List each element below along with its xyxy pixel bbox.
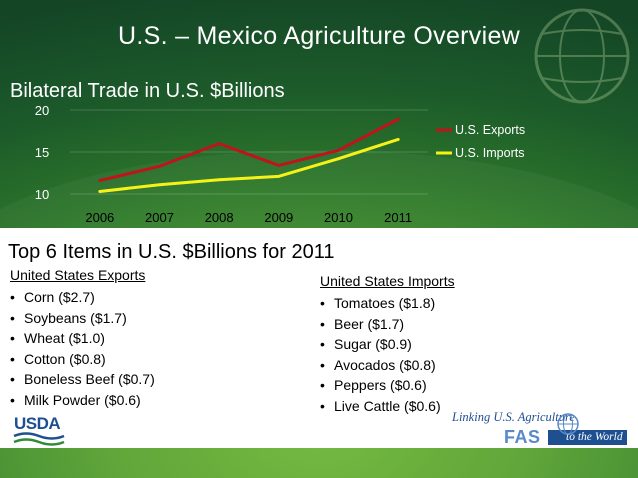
y-tick-label: 20 — [35, 103, 49, 118]
import-item: Avocados ($0.8) — [334, 356, 436, 373]
y-tick-label: 10 — [35, 187, 49, 202]
x-tick-label: 2011 — [384, 210, 412, 225]
x-tick-label: 2010 — [324, 210, 353, 225]
fas-abbr: FAS — [504, 427, 541, 447]
legend-label: U.S. Imports — [455, 146, 524, 160]
y-tick-label: 15 — [35, 145, 49, 160]
list-item: • Beer ($1.7) — [320, 314, 455, 335]
list-item: • Corn ($2.7) — [10, 287, 155, 308]
usda-logo: USDA — [13, 414, 65, 446]
globe-watermark-icon — [534, 8, 630, 104]
data-point — [217, 178, 221, 182]
bullet-icon: • — [10, 289, 15, 305]
fas-tagline: Linking U.S. Agriculture — [452, 410, 575, 424]
import-item: Sugar ($0.9) — [334, 336, 412, 352]
list-item: • Boneless Beef ($0.7) — [10, 369, 155, 390]
slide-title: U.S. – Mexico Agriculture Overview — [118, 22, 520, 50]
import-item: Peppers ($0.6) — [334, 377, 427, 393]
bullet-icon: • — [10, 330, 15, 346]
bullet-icon: • — [10, 350, 15, 367]
list-item: • Live Cattle ($0.6) — [320, 396, 455, 417]
legend-label: U.S. Exports — [455, 123, 525, 137]
bullet-icon: • — [320, 356, 325, 373]
data-point — [217, 142, 221, 146]
usda-logo-text: USDA — [14, 414, 60, 433]
export-item: Corn ($2.7) — [24, 289, 95, 305]
data-point — [98, 190, 102, 193]
bullet-icon: • — [320, 397, 325, 414]
exports-heading: United States Exports — [10, 267, 146, 283]
list-item: • Tomatoes ($1.8) — [320, 293, 455, 314]
x-tick-label: 2006 — [85, 210, 114, 225]
export-item: Boneless Beef ($0.7) — [24, 371, 155, 387]
panel-background — [0, 228, 638, 448]
data-point — [98, 179, 102, 182]
fas-logo: Linking U.S. Agriculture FAS to the World — [452, 406, 628, 452]
series-line-imports — [98, 137, 400, 193]
data-point — [337, 157, 340, 161]
bullet-icon: • — [10, 391, 15, 408]
list-item: • Sugar ($0.9) — [320, 334, 455, 355]
fas-world: World — [594, 431, 623, 443]
import-item: Live Cattle ($0.6) — [334, 397, 441, 414]
x-tick-label: 2008 — [205, 210, 234, 225]
data-point — [396, 138, 400, 141]
data-point — [277, 174, 281, 178]
export-item: Milk Powder ($0.6) — [24, 391, 141, 408]
bullet-icon: • — [320, 315, 325, 332]
exports-column: United States Exports • Corn ($2.7) • Soyb… — [10, 266, 155, 410]
list-item: • Milk Powder ($0.6) — [10, 390, 155, 411]
data-point — [158, 164, 161, 168]
top-items-panel — [0, 228, 638, 448]
export-item: Soybeans ($1.7) — [24, 309, 127, 326]
x-tick-label: 2007 — [145, 210, 174, 225]
data-point — [277, 164, 281, 167]
data-point — [396, 117, 400, 121]
bullet-icon: • — [10, 371, 15, 387]
chart-title: Bilateral Trade in U.S. $Billions — [10, 80, 285, 102]
export-item: Wheat ($1.0) — [24, 330, 105, 346]
list-item: • Wheat ($1.0) — [10, 328, 155, 349]
list-item: • Avocados ($0.8) — [320, 355, 455, 376]
list-item: • Cotton ($0.8) — [10, 349, 155, 370]
section-title: Top 6 Items in U.S. $Billions for 2011 — [8, 241, 335, 263]
export-item: Cotton ($0.8) — [24, 350, 106, 367]
fas-globe-icon — [557, 413, 579, 435]
x-tick-label: 2009 — [264, 210, 293, 225]
import-item: Beer ($1.7) — [334, 315, 405, 332]
imports-column: United States Imports • Tomatoes ($1.8) •… — [320, 272, 455, 416]
list-item: • Soybeans ($1.7) — [10, 308, 155, 329]
bullet-icon: • — [320, 377, 325, 393]
list-item: • Peppers ($0.6) — [320, 375, 455, 396]
data-point — [158, 183, 161, 187]
bullet-icon: • — [320, 336, 325, 352]
data-point — [337, 148, 340, 152]
fas-to-the: to the — [566, 431, 592, 443]
bullet-icon: • — [10, 309, 15, 326]
series-line-exports — [98, 117, 400, 183]
import-item: Tomatoes ($1.8) — [334, 295, 436, 311]
bullet-icon: • — [320, 295, 325, 311]
imports-heading: United States Imports — [320, 273, 455, 289]
